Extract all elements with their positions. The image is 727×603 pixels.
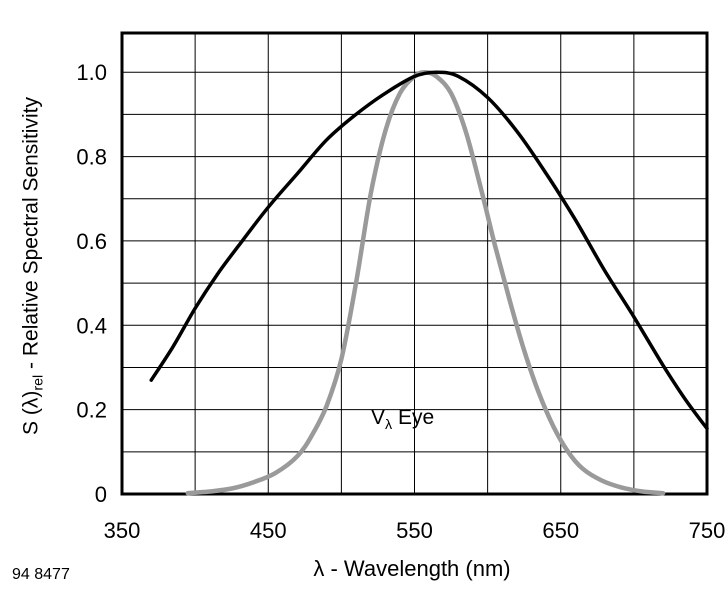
eye-curve-label-subscript: λ [385, 417, 393, 434]
eye-curve-label: Vλ Eye [371, 406, 434, 433]
y-axis-title-subscript: rel [30, 374, 47, 391]
y-axis-title-suffix: - Relative Spectral Sensitivity [19, 97, 43, 375]
x-tick-label: 450 [250, 518, 287, 543]
y-axis-title: S (λ)rel - Relative Spectral Sensitivity [19, 97, 46, 435]
x-tick-label: 650 [542, 518, 579, 543]
y-tick-label: 0.8 [76, 145, 107, 170]
y-tick-label: 0.4 [76, 313, 107, 338]
x-axis-title: λ - Wavelength (nm) [313, 556, 511, 581]
y-tick-label: 1.0 [76, 60, 107, 85]
x-tick-label: 550 [396, 518, 433, 543]
eye-curve-label-main: V [371, 406, 386, 429]
y-tick-label: 0 [95, 482, 107, 507]
y-tick-label: 0.2 [76, 398, 107, 423]
x-tick-label: 750 [689, 518, 726, 543]
eye-curve-label-rest: Eye [392, 406, 435, 429]
y-axis-title-prefix: S (λ) [19, 390, 43, 435]
figure-number: 94 8477 [12, 566, 70, 583]
plot-border [120, 31, 709, 496]
x-tick-label: 350 [104, 518, 141, 543]
y-tick-label: 0.6 [76, 229, 107, 254]
curve-detector [149, 70, 709, 431]
